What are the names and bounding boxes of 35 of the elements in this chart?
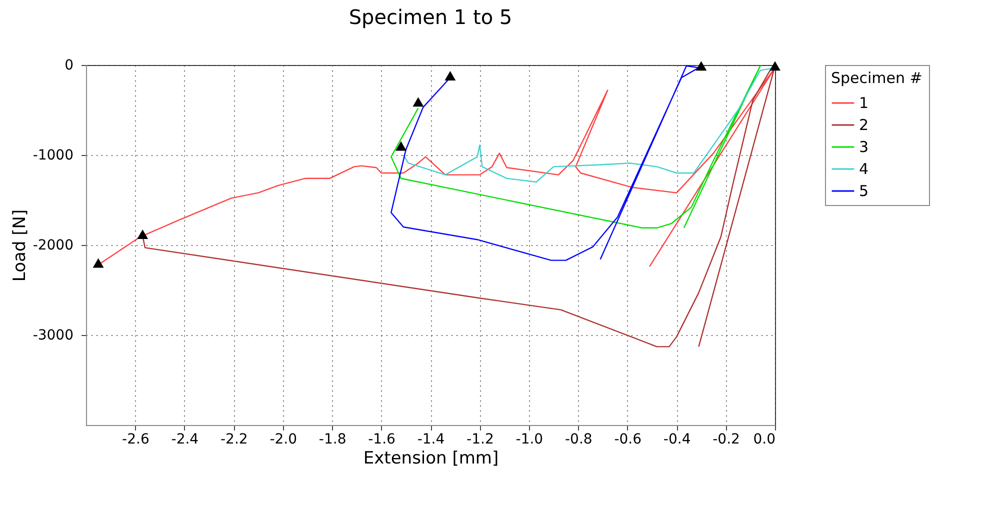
x-tick-label: -1.4: [417, 432, 445, 448]
x-tick-label: -0.6: [614, 432, 642, 448]
y-tick-label: 0: [64, 58, 74, 74]
y-tick-label: -3000: [32, 328, 74, 344]
point: [412, 97, 424, 107]
line-series: [390, 65, 761, 228]
x-tick-label: -2.6: [122, 432, 150, 448]
point: [444, 71, 456, 81]
x-tick-label: -2.0: [270, 432, 298, 448]
x-tick-label: -2.2: [220, 432, 248, 448]
y-tick-label: -2000: [32, 238, 74, 254]
x-tick-label: -0.4: [663, 432, 691, 448]
x-tick-label: -1.6: [368, 432, 396, 448]
legend-title: Specimen #: [831, 69, 922, 87]
point: [770, 61, 780, 71]
x-axis-title: Extension [mm]: [363, 448, 499, 468]
point: [137, 229, 148, 239]
legend-label: 4: [859, 160, 869, 178]
x-tick-label: -1.8: [318, 432, 346, 448]
legend-label: 5: [859, 182, 869, 200]
x-tick-label: -0.8: [564, 432, 592, 448]
legend-label: 1: [859, 94, 869, 112]
x-tick-label: -0.2: [712, 432, 740, 448]
x-tick-label: -2.4: [171, 432, 199, 448]
point: [92, 258, 104, 268]
y-tick-label: -1000: [32, 148, 74, 164]
y-axis-title: Load [N]: [10, 209, 30, 282]
x-tick-label: -1.0: [516, 432, 544, 448]
chart-title: Specimen 1 to 5: [348, 5, 512, 29]
point: [696, 61, 707, 71]
x-tick-label: -1.2: [466, 432, 494, 448]
x-tick-label: 0.0: [753, 432, 776, 448]
point: [395, 141, 406, 151]
legend-label: 3: [859, 138, 869, 156]
legend-label: 2: [859, 116, 869, 134]
